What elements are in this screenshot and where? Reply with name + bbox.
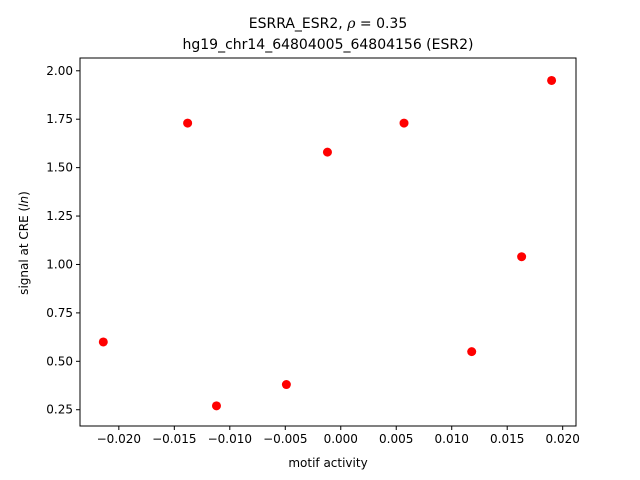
y-tick-label-5: 1.50 bbox=[46, 161, 73, 175]
data-point-6 bbox=[467, 347, 477, 357]
x-tick-label-3: −0.005 bbox=[263, 432, 307, 446]
data-point-7 bbox=[517, 252, 527, 262]
data-point-8 bbox=[547, 75, 557, 85]
x-tick-label-8: 0.020 bbox=[546, 432, 580, 446]
plot-frame bbox=[79, 57, 577, 427]
plot-area: −0.020 −0.015 −0.010 −0.005 0.000 0.005 0.010 0… bbox=[46, 57, 580, 446]
x-tick-label-4: 0.000 bbox=[324, 432, 358, 446]
x-tick-label-5: 0.005 bbox=[379, 432, 413, 446]
data-point-5 bbox=[399, 118, 409, 128]
y-tick-label-7: 2.00 bbox=[46, 64, 73, 78]
y-tick-label-6: 1.75 bbox=[46, 112, 73, 126]
data-point-1 bbox=[183, 118, 193, 128]
chart-title-line2: hg19_chr14_64804005_64804156 (ESR2) bbox=[183, 37, 474, 53]
y-axis-label: signal at CRE (ln) bbox=[17, 191, 31, 295]
x-tick-label-7: 0.015 bbox=[490, 432, 524, 446]
data-point-4 bbox=[322, 147, 332, 157]
y-tick-label-1: 0.50 bbox=[46, 354, 73, 368]
data-point-2 bbox=[211, 401, 221, 411]
y-tick-label-3: 1.00 bbox=[46, 257, 73, 271]
y-tick-label-4: 1.25 bbox=[46, 209, 73, 223]
chart-title-line1: ESRRA_ESR2, ρ = 0.35 bbox=[249, 16, 408, 32]
x-tick-label-0: −0.020 bbox=[97, 432, 141, 446]
x-tick-label-2: −0.010 bbox=[208, 432, 252, 446]
y-tick-label-0: 0.25 bbox=[46, 403, 73, 417]
x-axis-label: motif activity bbox=[288, 456, 367, 470]
x-tick-label-1: −0.015 bbox=[152, 432, 196, 446]
y-tick-label-2: 0.75 bbox=[46, 306, 73, 320]
data-point-0 bbox=[98, 337, 108, 347]
x-tick-label-6: 0.010 bbox=[435, 432, 469, 446]
data-point-3 bbox=[281, 380, 291, 390]
